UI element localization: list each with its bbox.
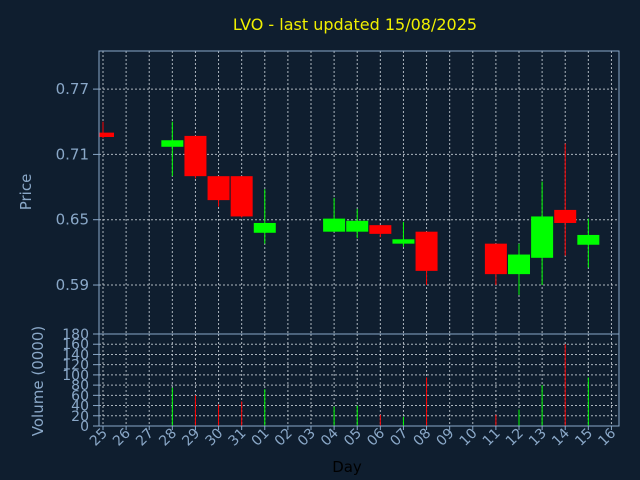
volume-tick-label: 120: [62, 358, 89, 374]
day-tick-label: 25: [87, 426, 111, 450]
chart-title: LVO - last updated 15/08/2025: [233, 15, 477, 34]
candle-body-31: [230, 176, 253, 217]
day-tick-label: 02: [272, 426, 296, 450]
price-candles: [99, 121, 600, 295]
candle-body-01: [253, 222, 276, 233]
day-tick-label: 09: [434, 426, 458, 450]
day-tick-label: 07: [387, 426, 411, 450]
day-tick-label: 11: [480, 426, 504, 450]
day-tick-label: 15: [572, 426, 596, 450]
day-tick-label: 05: [341, 426, 365, 450]
candle-body-13: [531, 216, 554, 258]
candle-body-04: [323, 218, 346, 232]
candle-body-08: [415, 231, 438, 271]
day-tick-label: 29: [179, 426, 203, 450]
day-tick-label: 26: [110, 425, 134, 449]
volume-plot-frame: [98, 333, 620, 427]
volume-tick-label: 180: [62, 327, 89, 343]
price-grid: [99, 51, 619, 334]
day-tick-label: 04: [318, 425, 342, 449]
price-tick-label: 0.71: [56, 145, 89, 163]
day-tick-label: 08: [410, 426, 434, 450]
day-tick-label: 13: [526, 426, 550, 450]
candle-body-07: [392, 239, 415, 244]
day-tick-label: 14: [549, 425, 573, 449]
volume-tick-label: 140: [62, 347, 89, 363]
price-tick-label: 0.65: [56, 211, 89, 229]
candle-body-28: [161, 140, 184, 147]
volume-tick-label: 40: [71, 399, 89, 415]
volume-tick-label: 0: [80, 419, 89, 435]
day-tick-label: 10: [457, 426, 481, 450]
day-tick-label: 12: [503, 426, 527, 450]
candle-body-29: [184, 135, 207, 177]
candle-body-30: [207, 176, 230, 201]
price-plot-frame: [98, 50, 620, 335]
volume-tick-label: 80: [71, 378, 89, 394]
candle-body-12: [508, 254, 530, 275]
volume-tick-label: 100: [62, 368, 89, 384]
candle-body-15: [577, 234, 600, 245]
day-tick-label: 01: [249, 426, 273, 450]
volume-axis-label: Volume (0000): [29, 326, 47, 436]
day-tick-label: 27: [133, 426, 157, 450]
price-tick-label: 0.59: [56, 276, 89, 294]
day-tick-label: 31: [226, 426, 250, 450]
volume-tick-label: 160: [62, 337, 89, 353]
price-axis-label: Price: [17, 174, 35, 211]
candle-body-25: [99, 132, 114, 137]
volume-grid: [99, 333, 619, 427]
candle-body-05: [346, 220, 369, 232]
candle-body-06: [369, 225, 392, 234]
volume-tick-label: 20: [71, 409, 89, 425]
volume-bars: [171, 344, 589, 426]
candle-body-14: [554, 209, 577, 223]
price-tick-label: 0.77: [56, 80, 89, 98]
day-tick-label: 28: [156, 426, 180, 450]
day-tick-label: 16: [595, 425, 619, 449]
day-tick-label: 03: [295, 426, 319, 450]
day-axis-label: Day: [332, 458, 362, 476]
day-ticks: 25 26 27 28 29 30 31 01 02 03 04 05 06 07 08 09 10 11 12 13…: [87, 425, 619, 449]
day-tick-label: 06: [364, 425, 388, 449]
day-tick-label: 30: [202, 426, 226, 450]
candle-body-11: [484, 243, 507, 275]
price-ticks: 0.77 0.71 0.65 0.59: [56, 80, 99, 294]
volume-tick-label: 60: [71, 388, 89, 404]
